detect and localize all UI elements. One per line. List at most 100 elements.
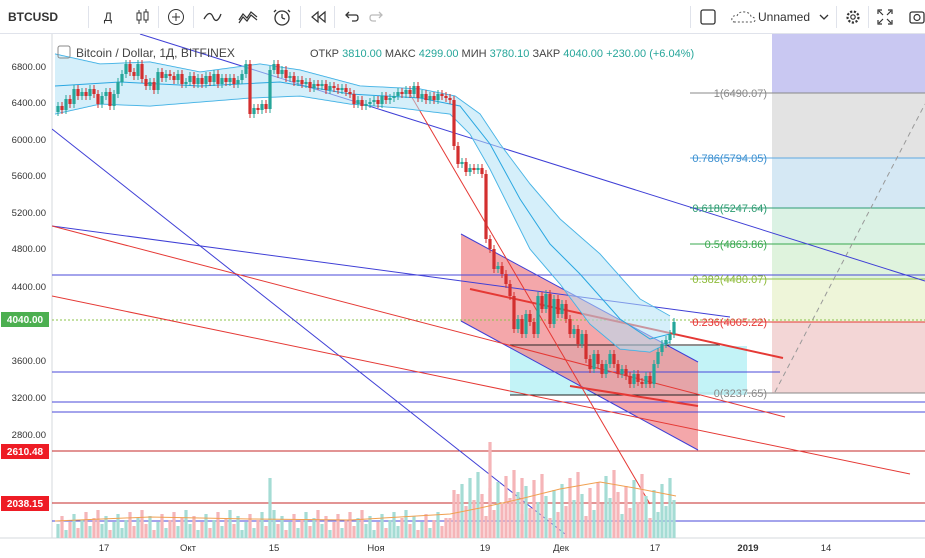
candle[interactable] — [108, 92, 112, 106]
candle[interactable] — [232, 78, 236, 84]
candle[interactable] — [372, 100, 376, 102]
candle[interactable] — [616, 364, 620, 374]
candle[interactable] — [300, 80, 304, 84]
candle[interactable] — [164, 74, 168, 78]
candle[interactable] — [64, 99, 68, 110]
candle[interactable] — [476, 168, 480, 170]
candle[interactable] — [308, 82, 312, 88]
candle[interactable] — [604, 364, 608, 374]
candle[interactable] — [644, 376, 648, 384]
candle[interactable] — [316, 84, 320, 86]
candle[interactable] — [160, 72, 164, 78]
candle[interactable] — [380, 96, 384, 104]
candle[interactable] — [148, 82, 152, 86]
chevron-down-icon[interactable] — [816, 5, 832, 29]
candle[interactable] — [100, 96, 104, 104]
candle[interactable] — [460, 162, 464, 164]
add-indicator-icon[interactable] — [165, 5, 187, 29]
candle[interactable] — [124, 64, 128, 74]
candle[interactable] — [80, 92, 84, 96]
candle[interactable] — [628, 376, 632, 384]
candle[interactable] — [640, 382, 644, 384]
candle[interactable] — [208, 76, 212, 82]
candle[interactable] — [292, 76, 296, 82]
candle[interactable] — [504, 274, 508, 284]
candle[interactable] — [144, 79, 148, 86]
candle[interactable] — [444, 96, 448, 98]
candle[interactable] — [544, 294, 548, 309]
candle[interactable] — [580, 334, 584, 344]
candle[interactable] — [528, 314, 532, 322]
candle[interactable] — [388, 98, 392, 100]
layout-square-icon[interactable] — [696, 5, 720, 29]
candle[interactable] — [440, 94, 444, 96]
candle[interactable] — [244, 64, 248, 74]
candle[interactable] — [212, 74, 216, 82]
candle[interactable] — [404, 90, 408, 94]
cloud-icon[interactable] — [728, 5, 758, 29]
candle[interactable] — [552, 299, 556, 324]
candle[interactable] — [140, 64, 144, 79]
candle[interactable] — [260, 104, 264, 110]
candle[interactable] — [364, 104, 368, 106]
candle[interactable] — [620, 369, 624, 374]
candle[interactable] — [236, 80, 240, 84]
candle[interactable] — [324, 84, 328, 90]
interval-button[interactable]: Д — [103, 10, 113, 24]
candle[interactable] — [652, 364, 656, 384]
candle[interactable] — [572, 329, 576, 334]
candle[interactable] — [224, 78, 228, 82]
candle[interactable] — [304, 82, 308, 84]
candle[interactable] — [584, 334, 588, 359]
candle[interactable] — [500, 266, 504, 274]
candle[interactable] — [536, 296, 540, 334]
candle[interactable] — [284, 70, 288, 78]
candle[interactable] — [120, 74, 124, 82]
candle[interactable] — [624, 369, 628, 376]
fullscreen-icon[interactable] — [874, 5, 896, 29]
chart-area[interactable]: 6800.00 6400.00 6000.00 5600.00 5200.00 … — [0, 34, 925, 558]
candle[interactable] — [492, 249, 496, 269]
candle[interactable] — [200, 78, 204, 84]
candle[interactable] — [560, 304, 564, 314]
candle[interactable] — [220, 78, 224, 84]
candle[interactable] — [256, 108, 260, 110]
candle[interactable] — [92, 89, 96, 94]
candle[interactable] — [272, 64, 276, 70]
candle[interactable] — [488, 239, 492, 249]
candle[interactable] — [512, 296, 516, 329]
candle[interactable] — [516, 319, 520, 329]
candle[interactable] — [156, 72, 160, 90]
candle[interactable] — [88, 89, 92, 96]
candle[interactable] — [192, 76, 196, 84]
time-axis[interactable] — [0, 539, 925, 558]
candle[interactable] — [168, 74, 172, 76]
candle[interactable] — [356, 100, 360, 104]
candle[interactable] — [360, 100, 364, 106]
candle[interactable] — [424, 94, 428, 100]
candle[interactable] — [344, 88, 348, 92]
layout-name[interactable]: Unnamed — [758, 10, 811, 24]
candle[interactable] — [672, 322, 676, 334]
candle[interactable] — [648, 376, 652, 384]
candle[interactable] — [128, 64, 132, 72]
candle[interactable] — [216, 74, 220, 84]
candle[interactable] — [436, 94, 440, 100]
candle[interactable] — [540, 296, 544, 309]
candle[interactable] — [556, 299, 560, 314]
candle[interactable] — [508, 284, 512, 296]
candle[interactable] — [248, 64, 252, 114]
compare-icon[interactable] — [200, 5, 224, 29]
candle[interactable] — [332, 86, 336, 88]
candle[interactable] — [104, 92, 108, 96]
candle[interactable] — [464, 162, 468, 172]
candle[interactable] — [596, 354, 600, 364]
candle[interactable] — [76, 89, 80, 96]
candle[interactable] — [452, 100, 456, 146]
candle[interactable] — [312, 84, 316, 88]
candle[interactable] — [456, 146, 460, 164]
candle[interactable] — [416, 86, 420, 98]
gear-icon[interactable] — [842, 5, 864, 29]
candle[interactable] — [668, 334, 672, 340]
candle[interactable] — [296, 80, 300, 82]
